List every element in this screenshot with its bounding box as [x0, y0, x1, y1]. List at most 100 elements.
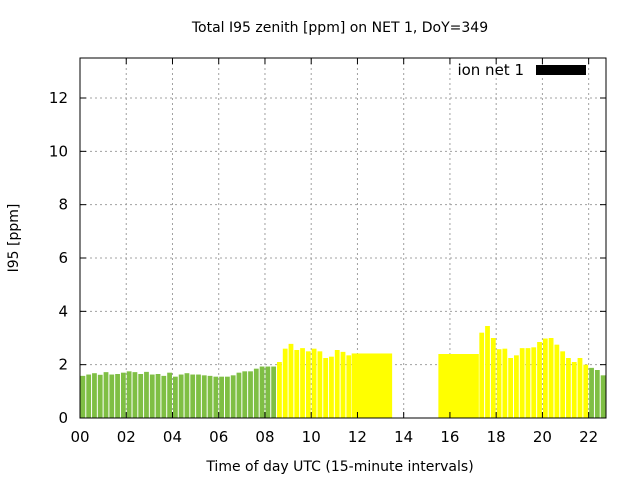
- bar: [496, 349, 502, 418]
- bar: [594, 370, 600, 418]
- x-tick-label: 16: [440, 428, 459, 446]
- bar: [242, 371, 248, 418]
- y-tick-label: 10: [49, 142, 68, 160]
- bar: [126, 371, 132, 418]
- bar: [340, 351, 346, 418]
- bar: [207, 375, 213, 418]
- bar: [305, 351, 311, 418]
- bar: [230, 375, 236, 418]
- bar: [248, 371, 253, 418]
- bar: [438, 354, 479, 418]
- legend: ion net 1: [457, 61, 586, 79]
- bar: [554, 344, 560, 418]
- bar: [508, 358, 514, 418]
- bar: [92, 373, 97, 418]
- x-tick-label: 04: [163, 428, 182, 446]
- bar: [490, 338, 496, 418]
- bar: [265, 366, 271, 418]
- x-tick-label: 08: [255, 428, 274, 446]
- x-tick-label: 20: [533, 428, 552, 446]
- bar: [311, 348, 317, 418]
- bar: [317, 351, 323, 418]
- bar: [514, 355, 519, 418]
- bar: [196, 374, 201, 418]
- bar: [294, 350, 300, 418]
- bar: [103, 372, 109, 418]
- bar: [97, 374, 103, 418]
- x-tick-label: 18: [487, 428, 506, 446]
- bar: [259, 366, 265, 418]
- grid: [80, 58, 606, 418]
- bar: [288, 343, 294, 418]
- bar: [138, 374, 144, 418]
- bar: [542, 338, 548, 418]
- bar: [86, 374, 92, 418]
- bar: [144, 371, 149, 418]
- bar: [300, 348, 305, 418]
- chart-title: Total I95 zenith [ppm] on NET 1, DoY=349: [191, 20, 488, 36]
- bars: [80, 326, 606, 418]
- bar: [479, 332, 485, 418]
- legend-label: ion net 1: [457, 61, 524, 79]
- x-tick-label: 22: [579, 428, 598, 446]
- x-tick-label: 02: [117, 428, 136, 446]
- bar: [236, 372, 242, 418]
- bar: [323, 358, 329, 418]
- bar: [329, 356, 334, 418]
- bar: [334, 350, 340, 418]
- x-tick-label: 14: [394, 428, 413, 446]
- bar: [115, 374, 120, 418]
- bar: [167, 372, 172, 418]
- bar: [161, 375, 167, 418]
- bar: [109, 374, 115, 418]
- bar: [184, 373, 190, 418]
- legend-swatch: [536, 65, 586, 75]
- bar: [80, 375, 86, 418]
- bar: [485, 326, 490, 418]
- y-tick-label: 4: [58, 302, 68, 320]
- x-axis-label: Time of day UTC (15-minute intervals): [205, 459, 473, 475]
- bar: [566, 358, 571, 418]
- bar: [219, 376, 225, 418]
- y-tick-label: 12: [49, 89, 68, 107]
- x-tick-label: 12: [348, 428, 367, 446]
- bar: [560, 351, 566, 418]
- bar: [548, 338, 554, 418]
- bar: [178, 374, 184, 418]
- bar: [571, 362, 577, 418]
- bar: [531, 347, 537, 418]
- x-tick-label: 06: [209, 428, 228, 446]
- y-tick-label: 2: [58, 356, 68, 374]
- bar: [190, 374, 196, 418]
- y-tick-label: 6: [58, 249, 68, 267]
- bar: [120, 372, 126, 418]
- x-tick-label: 10: [302, 428, 321, 446]
- y-axis-label: I95 [ppm]: [6, 204, 22, 273]
- y-tick-label: 0: [58, 409, 68, 427]
- bar: [277, 362, 282, 418]
- bar: [155, 374, 161, 418]
- bar: [537, 342, 542, 418]
- bar: [577, 358, 583, 418]
- bar: [201, 375, 207, 418]
- bar: [213, 376, 219, 418]
- bar: [351, 353, 393, 418]
- bar: [282, 348, 288, 418]
- bar: [225, 376, 230, 418]
- bar: [271, 366, 277, 418]
- bar: [346, 355, 352, 418]
- bar: [172, 376, 178, 418]
- y-tick-label: 8: [58, 196, 68, 214]
- bar: [583, 364, 589, 418]
- bar: [502, 348, 508, 418]
- bar: [589, 367, 594, 418]
- bar: [600, 375, 606, 418]
- bar: [149, 374, 155, 418]
- bar: [132, 372, 138, 418]
- bar: [253, 368, 259, 418]
- x-tick-label: 00: [70, 428, 89, 446]
- bar: [525, 348, 531, 418]
- plot-frame: [79, 57, 607, 419]
